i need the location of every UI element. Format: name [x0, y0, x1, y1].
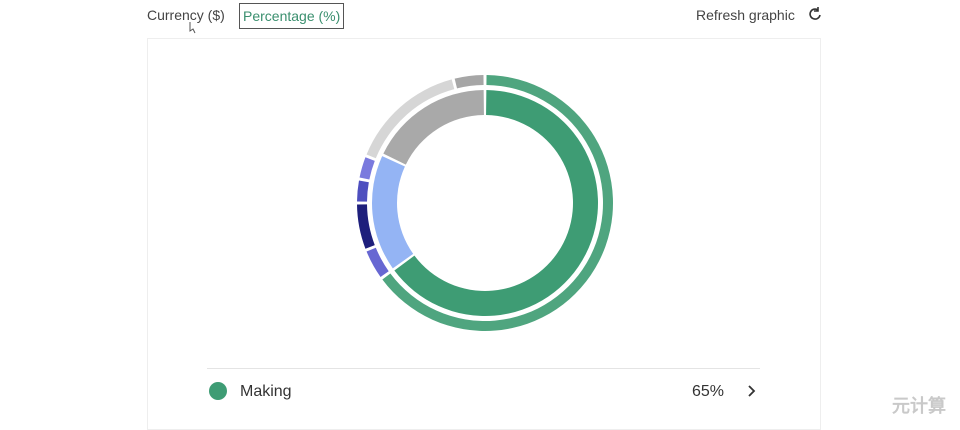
chevron[interactable] [748, 385, 756, 397]
legend-value: 65% [692, 383, 725, 400]
chart [189, 7, 821, 400]
percentage-toggle[interactable]: Percentage (%) [239, 3, 345, 29]
currency-toggle[interactable]: Currency ($) [147, 7, 225, 23]
donut-segment [454, 75, 484, 89]
donut-segment [366, 79, 455, 159]
donut-segment [359, 157, 375, 180]
donut-segment [366, 247, 389, 277]
legend-dot [209, 382, 227, 400]
divider [207, 368, 760, 369]
refresh-button[interactable]: Refresh graphic [696, 7, 795, 23]
donut-segment [357, 180, 369, 202]
donut-segment [383, 90, 484, 165]
refresh-icon [809, 7, 821, 20]
page: Currency ($) Percentage (%) Refresh grap… [147, 3, 946, 430]
legend-label[interactable]: Making [240, 383, 292, 400]
cursor [189, 22, 196, 34]
donut-segment [372, 156, 414, 269]
watermark: 元计算 [892, 396, 946, 416]
donut-segment [357, 204, 375, 249]
